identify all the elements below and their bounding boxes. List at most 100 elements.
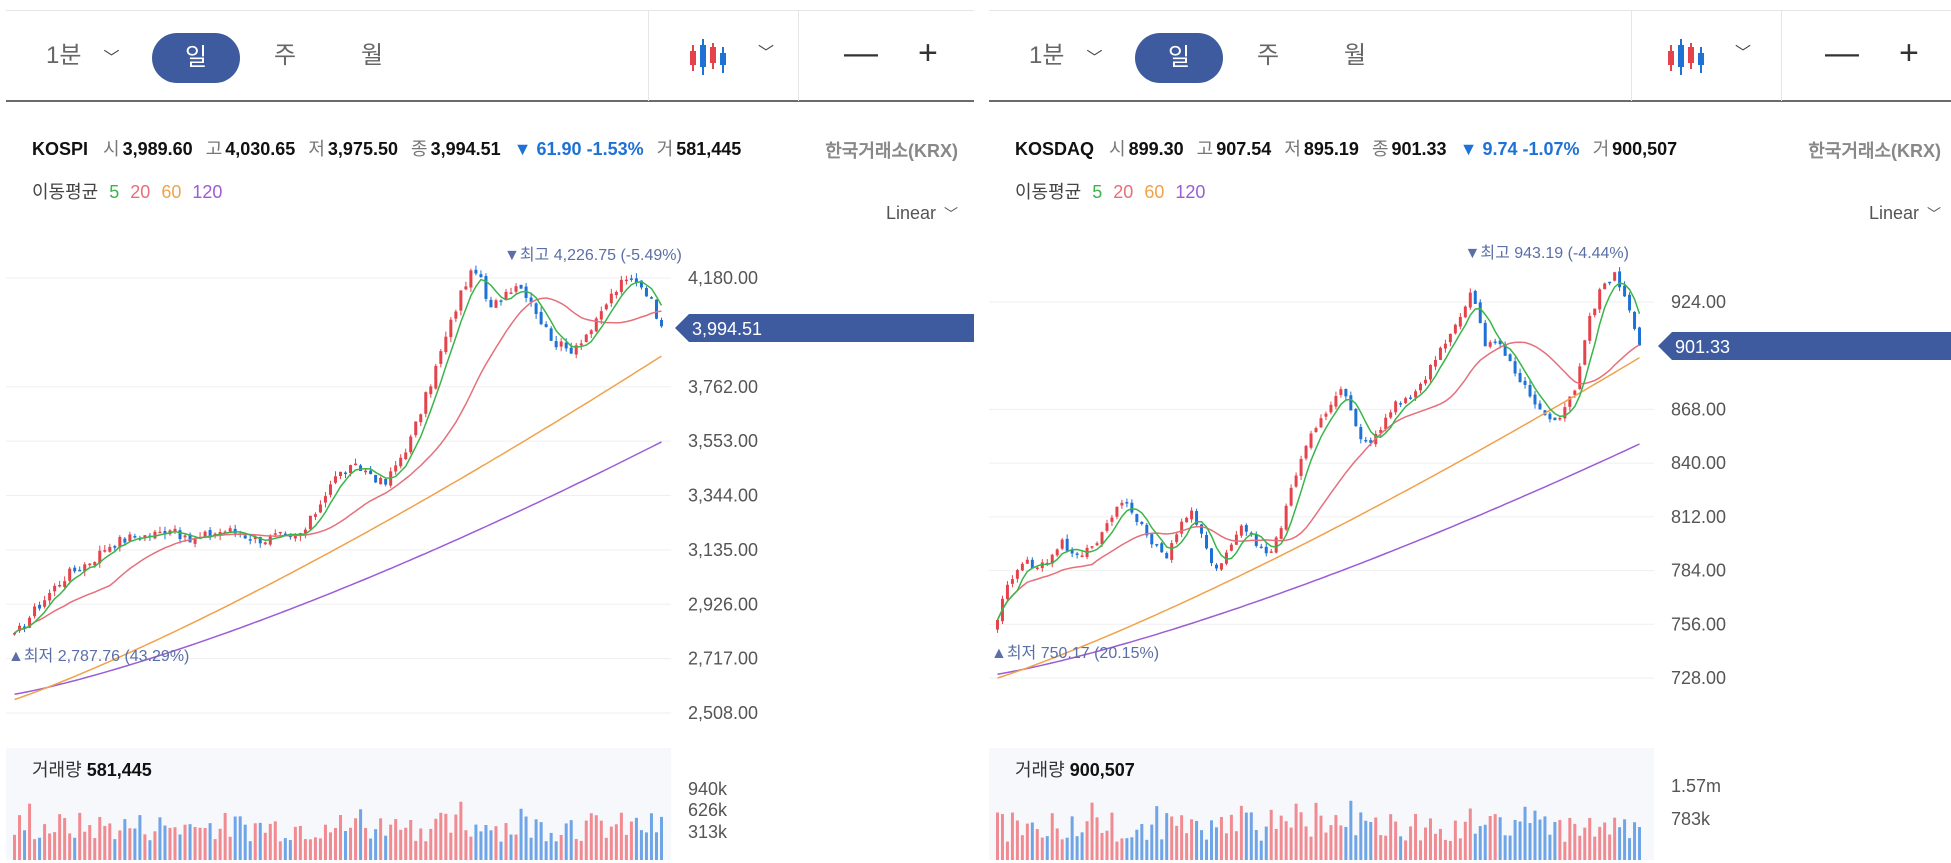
candle-body xyxy=(489,299,493,308)
chart-type-dropdown[interactable]: ﹀ xyxy=(758,45,775,62)
volume-bar xyxy=(389,824,393,860)
interval-selector[interactable]: 1분 ﹀ xyxy=(46,11,119,101)
candle-body xyxy=(143,535,147,538)
tab-week[interactable]: 주 xyxy=(1257,42,1280,69)
volume-bar xyxy=(288,840,292,860)
candle-body xyxy=(258,536,262,544)
volume-bar xyxy=(1374,817,1378,860)
volume-bar xyxy=(268,823,272,860)
candle-body xyxy=(38,604,42,609)
volume-bar xyxy=(148,840,152,860)
volume-bar xyxy=(53,832,57,860)
volume-bar xyxy=(123,819,127,860)
volume-bar xyxy=(168,827,172,860)
down-arrow-icon: ▼ xyxy=(513,139,532,159)
candle-body xyxy=(1180,521,1184,534)
volume-bar xyxy=(238,816,242,860)
candle-body xyxy=(564,342,568,349)
ma20-label: 20 xyxy=(130,182,151,202)
volume-bar xyxy=(1364,820,1368,860)
volume-bar xyxy=(1458,838,1462,860)
zoom-out-button[interactable]: — xyxy=(844,34,878,72)
candle-body xyxy=(1185,517,1189,523)
candle-body xyxy=(1219,563,1223,570)
volume-bar xyxy=(584,820,588,860)
tab-day[interactable]: 일 xyxy=(152,33,240,83)
zoom-in-button[interactable]: + xyxy=(918,34,938,72)
volume-tick-label: 940k xyxy=(688,779,728,799)
volume-bar xyxy=(1508,835,1512,860)
volume-bar xyxy=(1538,819,1542,860)
y-tick-label: 4,180.00 xyxy=(688,268,758,288)
volume-bar xyxy=(133,828,137,860)
candle-body xyxy=(1075,553,1079,555)
candle-body xyxy=(1140,521,1144,525)
low-label: 저 xyxy=(1284,139,1301,159)
volume-bar xyxy=(504,823,508,860)
divider xyxy=(798,11,799,101)
candle-body xyxy=(589,330,593,335)
tab-month[interactable]: 월 xyxy=(1344,42,1367,69)
kosdaq-chart[interactable]: 924.00 868.00 840.00 812.00 784.00 756.00 728.… xyxy=(989,0,1951,863)
candle-body xyxy=(1563,407,1567,419)
candle-body xyxy=(1329,404,1333,413)
candle-body xyxy=(108,546,112,552)
candle-body xyxy=(499,300,503,302)
scale-selector[interactable]: Linear ﹀ xyxy=(1869,203,1941,224)
zoom-out-button[interactable]: — xyxy=(1825,34,1859,72)
volume-bar xyxy=(43,824,47,860)
volume-bar xyxy=(474,824,478,860)
chart-type-dropdown[interactable]: ﹀ xyxy=(1735,45,1752,62)
tab-month[interactable]: 월 xyxy=(361,42,384,69)
candle-body xyxy=(359,465,363,471)
volume-bar xyxy=(1548,834,1552,860)
volume-bar xyxy=(1468,808,1472,860)
volume-bar xyxy=(524,816,528,860)
volume-bar xyxy=(263,832,267,860)
volume-bar xyxy=(594,815,598,860)
volume-bar xyxy=(1269,809,1273,860)
candle-body xyxy=(1379,429,1383,433)
interval-selector[interactable]: 1분 ﹀ xyxy=(1029,11,1102,101)
candle-body xyxy=(1384,417,1388,429)
volume-bar xyxy=(409,820,413,860)
volume-bar xyxy=(634,817,638,860)
tab-week[interactable]: 주 xyxy=(274,42,297,69)
volume-bar xyxy=(1190,819,1194,860)
high-marker-label: ▼최고 4,226.75 (-5.49%) xyxy=(504,246,682,264)
candle-body xyxy=(1160,543,1164,553)
volume-bar xyxy=(364,827,368,860)
volume-bar xyxy=(1030,822,1034,860)
volume-bar xyxy=(1010,812,1014,860)
candle-body xyxy=(539,311,543,325)
volume-bar xyxy=(1090,802,1094,860)
volume-bar xyxy=(1234,831,1238,860)
scale-selector[interactable]: Linear ﹀ xyxy=(886,203,958,224)
candle-body xyxy=(524,286,528,298)
candle-body xyxy=(419,414,423,423)
volume-bar xyxy=(1224,833,1228,860)
tab-day[interactable]: 일 xyxy=(1135,33,1223,83)
volume-bar xyxy=(339,815,343,860)
volume-bar xyxy=(349,827,353,860)
volume-bar xyxy=(1165,813,1169,860)
zoom-in-button[interactable]: + xyxy=(1899,34,1919,72)
volume-bar xyxy=(63,818,67,860)
candle-body xyxy=(1369,440,1373,443)
candlestick-icon[interactable] xyxy=(687,35,731,79)
volume-bar xyxy=(1354,835,1358,860)
candle-body xyxy=(1334,395,1338,407)
candle-body xyxy=(1234,534,1238,545)
volume-title-text: 거래량 xyxy=(32,760,82,780)
candlestick-icon[interactable] xyxy=(1665,35,1709,79)
change-amount: 9.74 xyxy=(1482,139,1518,159)
volume-bar xyxy=(163,825,167,860)
close-label: 종 xyxy=(411,139,428,159)
candle-body xyxy=(1613,272,1617,281)
kospi-chart[interactable]: 4,180.00 3,762.00 3,553.00 3,344.00 3,135.00… xyxy=(6,0,974,863)
candle-body xyxy=(1463,306,1467,318)
candle-body xyxy=(1364,439,1368,442)
candle-body xyxy=(1125,502,1129,504)
volume-bar xyxy=(1135,829,1139,860)
